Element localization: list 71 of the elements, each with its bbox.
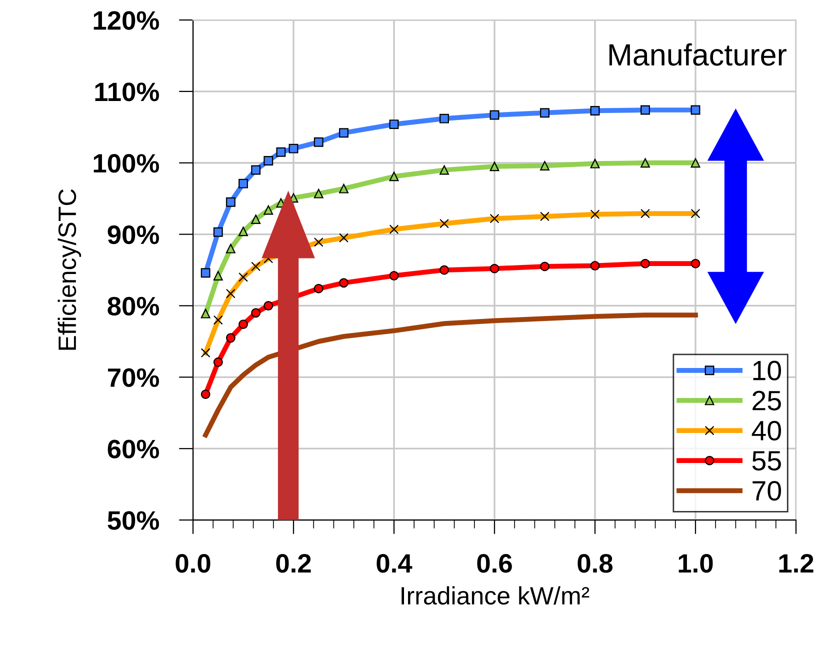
point (251, 214, 261, 224)
y-tick-label: 70% (108, 368, 159, 387)
point (690, 258, 700, 268)
x-tick-label: 0.6 (477, 554, 512, 573)
point (540, 161, 550, 170)
point (238, 320, 248, 330)
point (264, 301, 274, 310)
x-tick-label: 0.0 (176, 554, 210, 573)
point (590, 106, 600, 116)
x-axis-title: Irradiance kW/m² (402, 586, 590, 605)
point (213, 227, 223, 237)
y-tick-label: 60% (108, 440, 159, 458)
point (339, 184, 348, 194)
point (540, 262, 550, 272)
point (288, 144, 298, 154)
point (226, 244, 236, 254)
point (238, 178, 248, 188)
point (251, 308, 261, 318)
point (640, 158, 650, 168)
point (440, 114, 449, 124)
y-axis-title: Efficiency/STC (58, 189, 82, 350)
point (540, 108, 550, 118)
point (314, 137, 324, 147)
x-tick-label: 0.2 (276, 554, 311, 573)
point (389, 271, 399, 280)
legend-label: 55 (752, 451, 781, 471)
point (200, 390, 210, 400)
annotation: Manufacturer (609, 43, 786, 66)
point (213, 271, 223, 280)
point (440, 265, 449, 275)
point (490, 162, 500, 172)
point (690, 105, 700, 115)
point (314, 188, 324, 198)
point (590, 261, 600, 270)
legend-label: 10 (753, 360, 782, 380)
point (264, 205, 274, 215)
x-tick-label: 1.2 (779, 554, 814, 572)
point (314, 284, 324, 294)
point (339, 128, 348, 138)
point (200, 268, 210, 278)
y-tick-label: 100% (94, 154, 159, 173)
line-series (203, 312, 698, 438)
y-tick-label: 110% (95, 82, 159, 102)
legend-label: 70 (752, 480, 782, 501)
x-tick-label: 0.4 (376, 554, 412, 573)
point (213, 357, 223, 367)
point (276, 147, 286, 157)
legend-label: 25 (752, 390, 781, 410)
x-tick-label: 0.8 (578, 554, 613, 573)
point (490, 264, 500, 274)
y-tick-label: 90% (108, 225, 159, 244)
point (264, 156, 274, 166)
point (490, 110, 500, 120)
point (238, 226, 248, 236)
point (690, 158, 700, 168)
legend-label: 40 (752, 420, 782, 441)
y-tick-label: 120% (94, 11, 159, 30)
point (339, 278, 348, 288)
point (200, 308, 210, 318)
point (226, 333, 236, 343)
x-tick-label: 1.0 (678, 554, 713, 573)
point (226, 197, 236, 207)
point (640, 258, 650, 268)
point (590, 158, 600, 168)
point (440, 165, 449, 175)
point (389, 172, 399, 182)
point (640, 105, 650, 115)
point (389, 120, 399, 130)
point (251, 165, 261, 175)
y-tick-label: 50% (108, 511, 159, 530)
y-tick-label: 80% (108, 296, 159, 316)
